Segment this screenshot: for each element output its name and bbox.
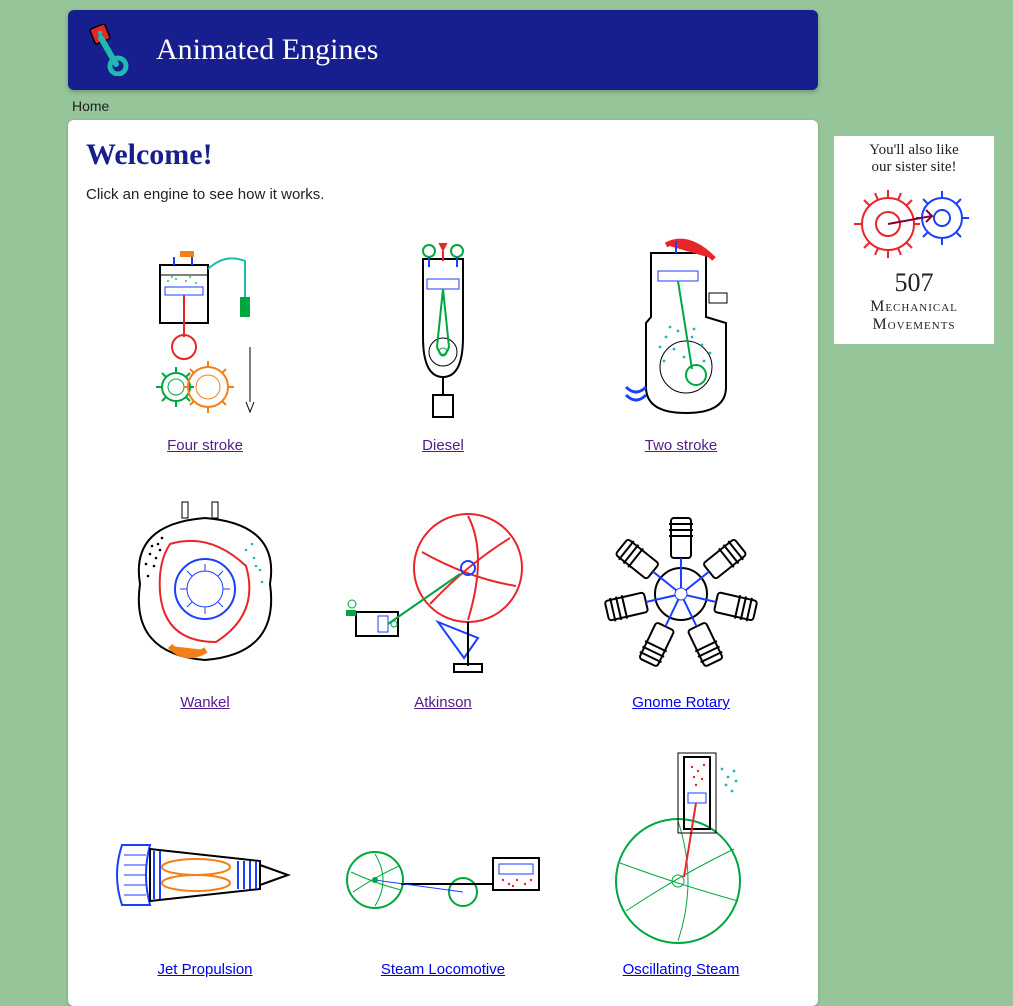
wankel-diagram-icon xyxy=(110,494,300,684)
logo-icon xyxy=(86,24,134,76)
diesel-diagram-icon xyxy=(393,237,493,427)
promo-line-1: You'll also like xyxy=(838,142,990,159)
engine-link-steam-loco[interactable]: Steam Locomotive xyxy=(381,961,505,978)
jet-diagram-icon xyxy=(110,801,300,951)
nav-bar: Home xyxy=(68,90,1013,120)
engine-card-diesel[interactable]: Diesel xyxy=(331,237,556,454)
osc-steam-diagram-icon xyxy=(606,751,756,951)
engine-card-gnome[interactable]: Gnome Rotary xyxy=(569,494,794,711)
engine-card-four-stroke[interactable]: Four stroke xyxy=(93,237,318,454)
site-header: Animated Engines xyxy=(68,10,818,90)
engine-card-atkinson[interactable]: Atkinson xyxy=(331,494,556,711)
sister-site-promo[interactable]: You'll also like our sister site! xyxy=(834,136,994,344)
four-stroke-diagram-icon xyxy=(130,247,280,427)
engine-link-wankel[interactable]: Wankel xyxy=(180,694,229,711)
gnome-diagram-icon xyxy=(591,504,771,684)
engine-card-steam-loco[interactable]: Steam Locomotive xyxy=(331,751,556,978)
site-title: Animated Engines xyxy=(156,33,378,67)
engine-link-gnome[interactable]: Gnome Rotary xyxy=(632,694,730,711)
engine-link-osc-steam[interactable]: Oscillating Steam xyxy=(623,961,740,978)
engine-link-atkinson[interactable]: Atkinson xyxy=(414,694,472,711)
engine-card-wankel[interactable]: Wankel xyxy=(93,494,318,711)
engine-grid: Four stroke xyxy=(86,227,800,978)
atkinson-diagram-icon xyxy=(338,504,548,684)
engine-card-jet[interactable]: Jet Propulsion xyxy=(93,751,318,978)
engine-card-osc-steam[interactable]: Oscillating Steam xyxy=(569,751,794,978)
steam-loco-diagram-icon xyxy=(333,801,553,951)
instructions-text: Click an engine to see how it works. xyxy=(86,186,800,203)
engine-link-two-stroke[interactable]: Two stroke xyxy=(645,437,718,454)
two-stroke-diagram-icon xyxy=(606,237,756,427)
promo-number: 507 xyxy=(838,268,990,298)
engine-card-two-stroke[interactable]: Two stroke xyxy=(569,237,794,454)
main-content-card: Welcome! Click an engine to see how it w… xyxy=(68,120,818,1006)
gears-icon xyxy=(838,176,990,266)
engine-link-four-stroke[interactable]: Four stroke xyxy=(167,437,243,454)
promo-line-2: our sister site! xyxy=(838,159,990,176)
page-heading: Welcome! xyxy=(86,138,800,172)
promo-word-a: Mechanical xyxy=(838,298,990,316)
engine-link-jet[interactable]: Jet Propulsion xyxy=(157,961,252,978)
promo-word-b: Movements xyxy=(838,316,990,334)
nav-home[interactable]: Home xyxy=(72,98,109,114)
engine-link-diesel[interactable]: Diesel xyxy=(422,437,464,454)
